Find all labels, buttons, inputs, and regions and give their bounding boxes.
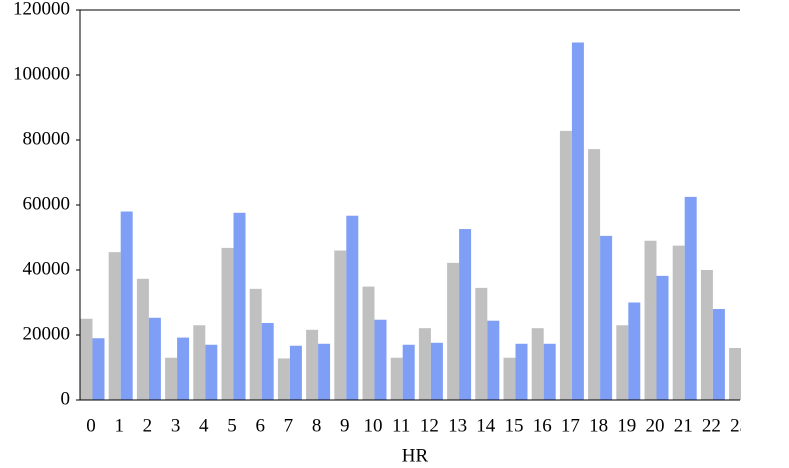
bar <box>672 245 685 400</box>
bar <box>193 325 206 400</box>
bar <box>616 325 629 400</box>
x-tick-label: 2 <box>143 415 153 436</box>
x-tick-label: 18 <box>589 415 608 436</box>
x-tick-label: 7 <box>284 415 294 436</box>
x-tick-label: 12 <box>420 415 439 436</box>
bar <box>430 342 443 400</box>
bar <box>108 252 121 400</box>
x-tick-label: 6 <box>255 415 265 436</box>
bar <box>221 247 234 400</box>
bar <box>80 318 93 400</box>
bar <box>318 343 331 400</box>
y-tick-label: 100000 <box>13 63 70 84</box>
bar <box>334 250 347 400</box>
y-tick-label: 120000 <box>13 0 70 19</box>
x-tick-label: 15 <box>505 415 524 436</box>
bar <box>289 345 302 400</box>
y-tick-label: 40000 <box>23 258 71 279</box>
bar <box>684 196 697 400</box>
bar <box>559 130 572 400</box>
bar <box>571 42 584 400</box>
bar <box>165 357 178 400</box>
bar <box>120 211 133 400</box>
bar <box>644 240 657 400</box>
x-tick-label: 16 <box>533 415 552 436</box>
x-axis-label: HR <box>402 445 429 466</box>
x-tick-label: 4 <box>199 415 209 436</box>
bar <box>628 302 641 400</box>
bar <box>362 286 375 400</box>
x-tick-label: 10 <box>364 415 383 436</box>
x-tick-label: 19 <box>617 415 636 436</box>
bar <box>700 270 713 400</box>
x-tick-label: 8 <box>312 415 322 436</box>
bar <box>656 275 669 400</box>
bar <box>261 322 274 400</box>
bar <box>92 338 105 400</box>
bar <box>148 317 161 400</box>
bar <box>136 278 149 400</box>
y-tick-label: 20000 <box>23 323 71 344</box>
bar <box>729 348 741 400</box>
x-tick-label: 9 <box>340 415 350 436</box>
x-tick-label: 23 <box>730 415 749 436</box>
bar <box>588 149 601 400</box>
bar <box>390 357 403 400</box>
x-tick-label: 14 <box>476 415 496 436</box>
bar <box>459 229 472 400</box>
x-tick-label: 21 <box>674 415 693 436</box>
bar <box>205 344 218 400</box>
x-tick-label: 11 <box>392 415 410 436</box>
bar <box>249 288 262 400</box>
y-tick-label: 60000 <box>23 193 71 214</box>
bar <box>177 337 190 400</box>
bar <box>233 212 246 400</box>
bar <box>418 328 431 400</box>
x-tick-label: 0 <box>86 415 96 436</box>
bar <box>600 235 613 400</box>
bar <box>277 358 290 400</box>
x-tick-label: 5 <box>227 415 237 436</box>
bar <box>531 328 544 400</box>
bar <box>346 215 359 400</box>
x-tick-label: 20 <box>646 415 665 436</box>
x-tick-label: 3 <box>171 415 181 436</box>
x-tick-label: 13 <box>448 415 467 436</box>
bar <box>306 329 319 400</box>
y-tick-label: 80000 <box>23 128 71 149</box>
bar <box>515 343 528 400</box>
bar <box>543 343 556 400</box>
bar <box>712 309 725 400</box>
x-tick-label: 22 <box>702 415 721 436</box>
x-tick-label: 1 <box>114 415 124 436</box>
bar <box>402 344 415 400</box>
bar <box>475 287 488 400</box>
x-tick-label: 17 <box>561 415 580 436</box>
y-tick-label: 0 <box>61 388 71 409</box>
bar <box>503 357 516 400</box>
bar <box>374 319 387 400</box>
bar <box>447 262 460 400</box>
bar <box>487 320 500 400</box>
